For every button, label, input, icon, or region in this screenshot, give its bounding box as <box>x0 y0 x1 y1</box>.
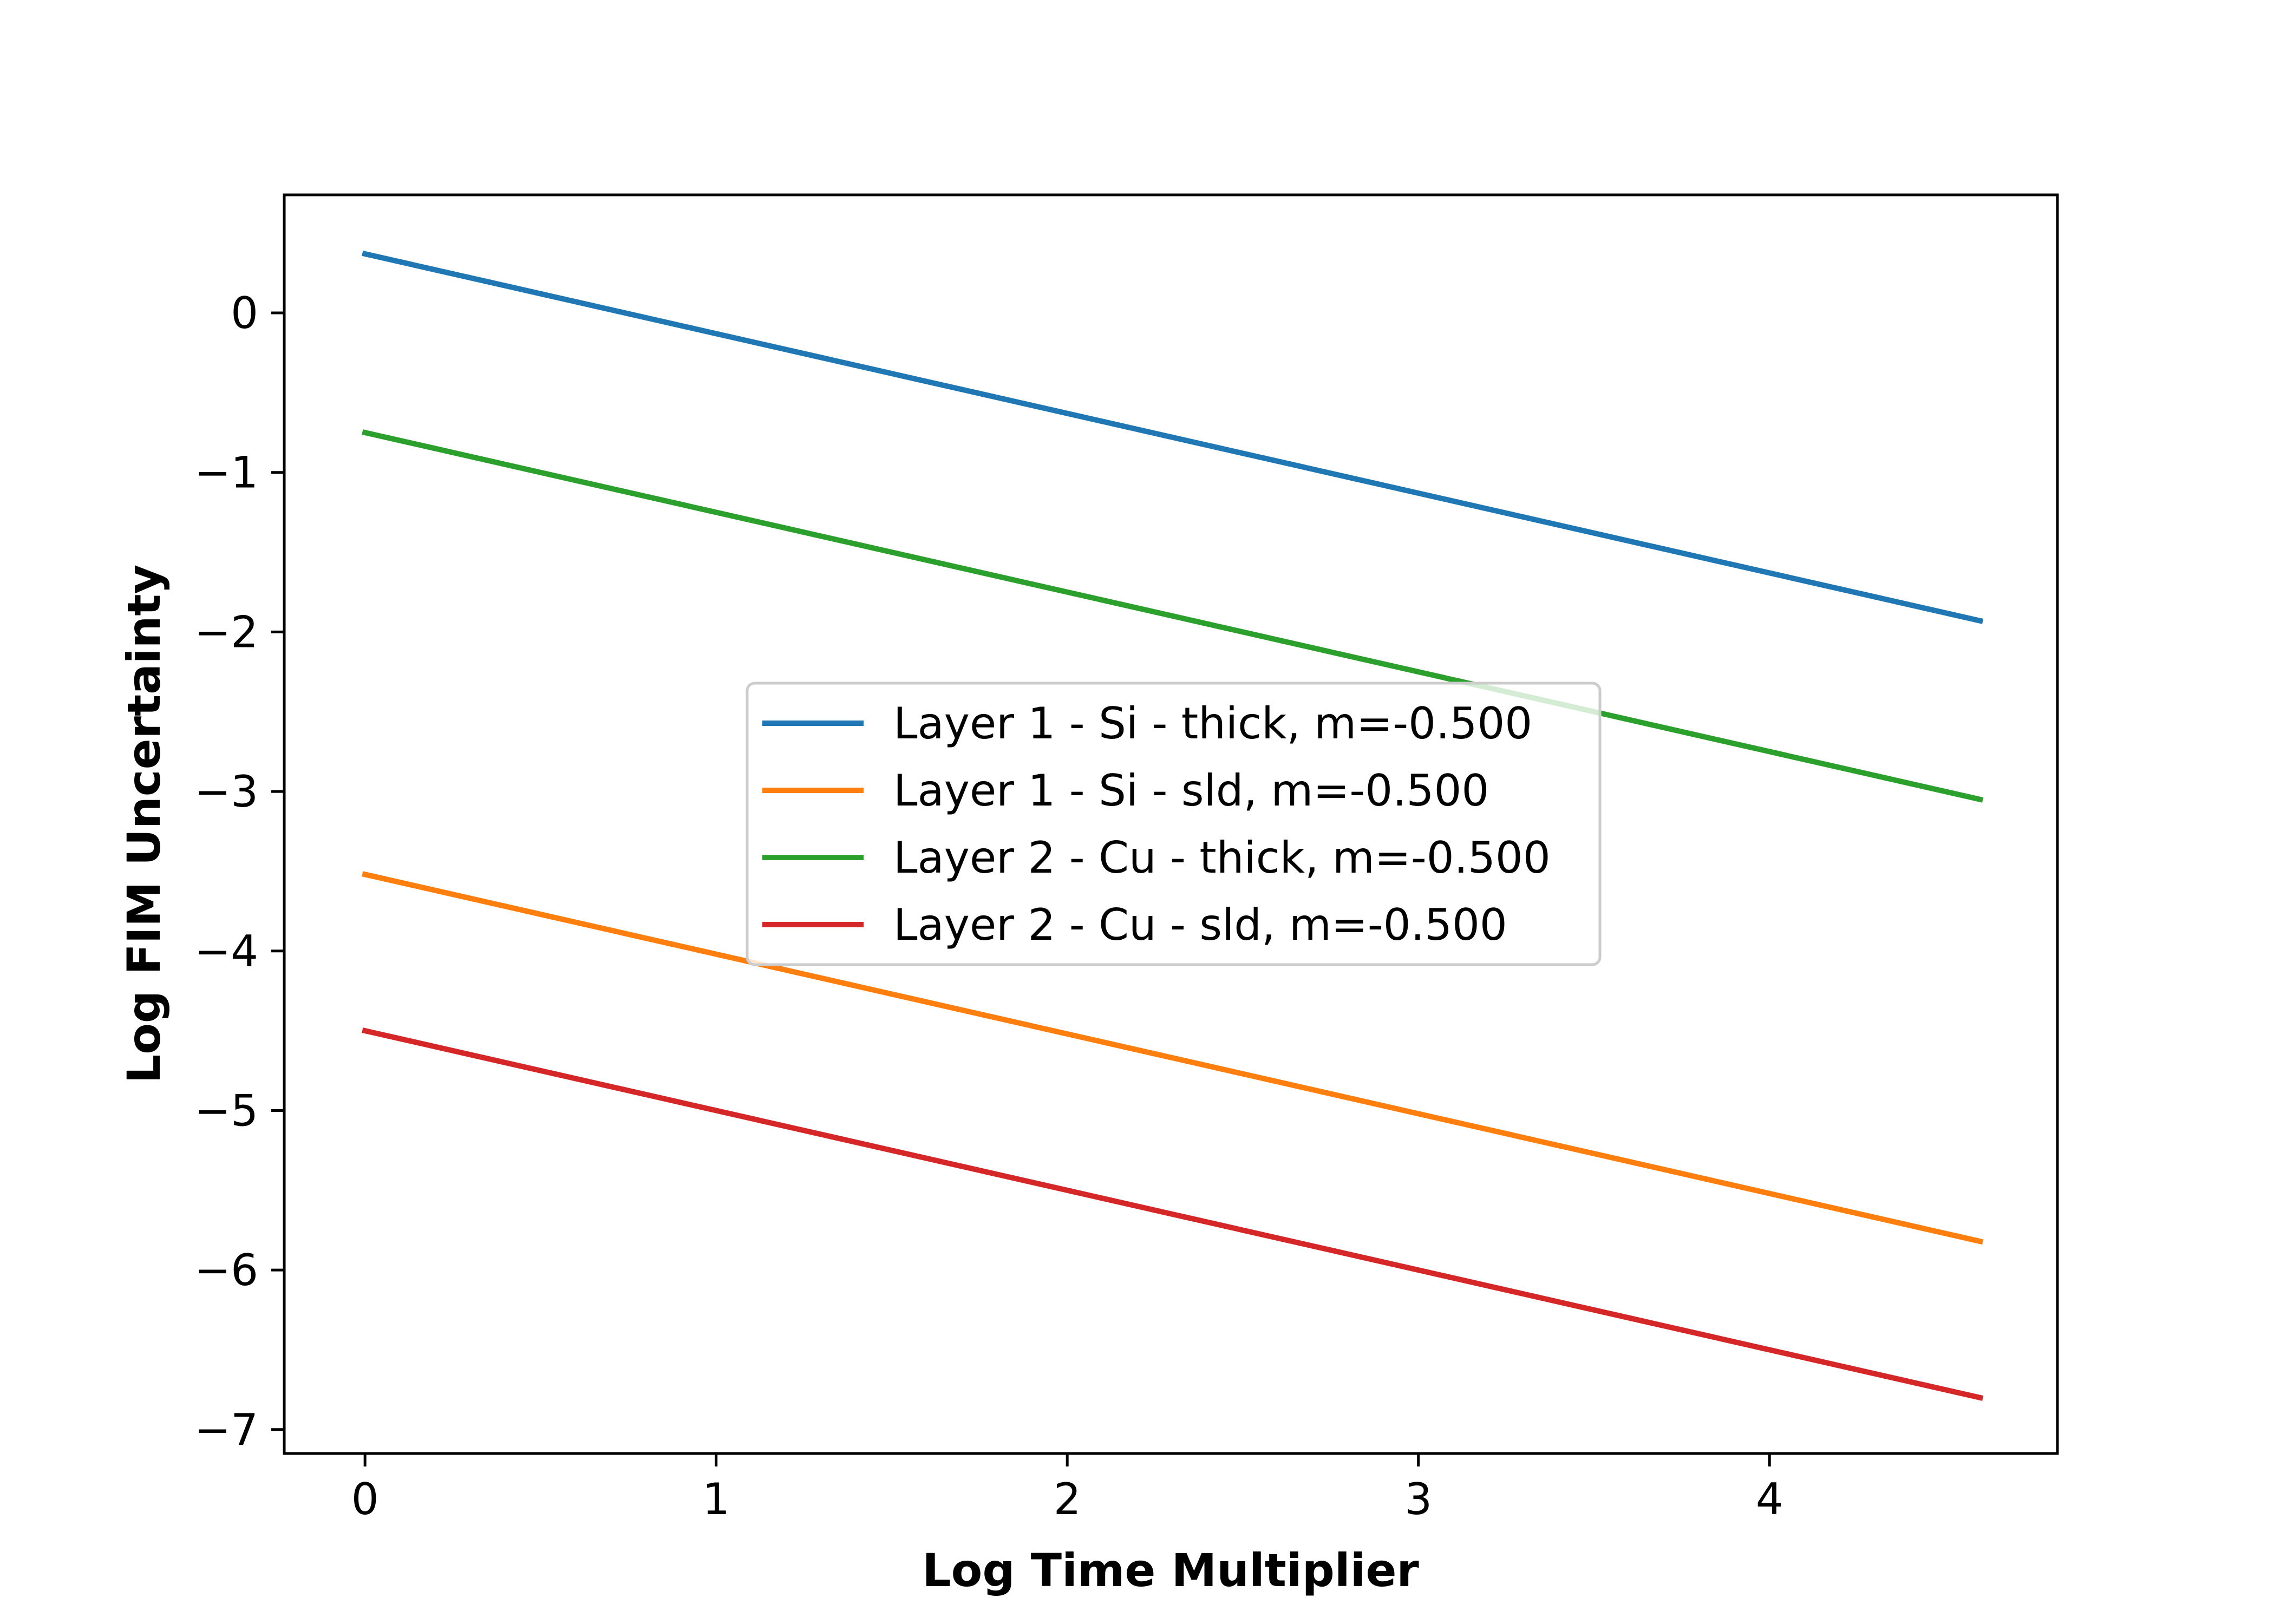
x-tick-label: 0 <box>351 1474 379 1524</box>
series-line-4 <box>362 1027 1984 1401</box>
x-tick-label: 3 <box>1404 1474 1432 1524</box>
legend: Layer 1 - Si - thick, m=-0.500 Layer 1 - … <box>746 682 1602 966</box>
y-tick-label: −6 <box>194 1245 258 1295</box>
y-axis-ticks: 0 −1 −2 −3 −4 −5 −6 −7 <box>194 288 284 1455</box>
y-tick-label: 0 <box>231 288 258 338</box>
legend-entries: Layer 1 - Si - thick, m=-0.500 Layer 1 - … <box>762 698 1551 950</box>
series-layer <box>362 251 1984 1401</box>
y-tick-label: −4 <box>194 926 258 977</box>
y-tick-label: −1 <box>194 448 258 498</box>
legend-label-4: Layer 2 - Cu - sld, m=-0.500 <box>893 900 1507 950</box>
x-axis-ticks: 0 1 2 3 4 <box>351 1453 1783 1524</box>
legend-label-2: Layer 1 - Si - sld, m=-0.500 <box>893 765 1489 816</box>
y-axis-title: Log FIM Uncertainty <box>117 565 171 1084</box>
x-tick-label: 2 <box>1054 1474 1081 1524</box>
y-tick-label: −3 <box>194 767 258 817</box>
legend-box <box>746 682 1602 966</box>
y-tick-label: −7 <box>194 1405 258 1455</box>
series-line-2 <box>362 871 1984 1245</box>
legend-label-1: Layer 1 - Si - thick, m=-0.500 <box>893 698 1532 749</box>
y-tick-label: −5 <box>194 1085 258 1136</box>
x-tick-label: 1 <box>702 1474 730 1524</box>
x-tick-label: 4 <box>1756 1474 1783 1524</box>
plot-frame <box>283 193 2059 1455</box>
series-line-3 <box>362 429 1984 803</box>
x-axis-title: Log Time Multiplier <box>922 1544 1419 1597</box>
legend-label-3: Layer 2 - Cu - thick, m=-0.500 <box>893 833 1551 883</box>
y-tick-label: −2 <box>194 607 258 657</box>
series-line-1 <box>362 251 1984 624</box>
